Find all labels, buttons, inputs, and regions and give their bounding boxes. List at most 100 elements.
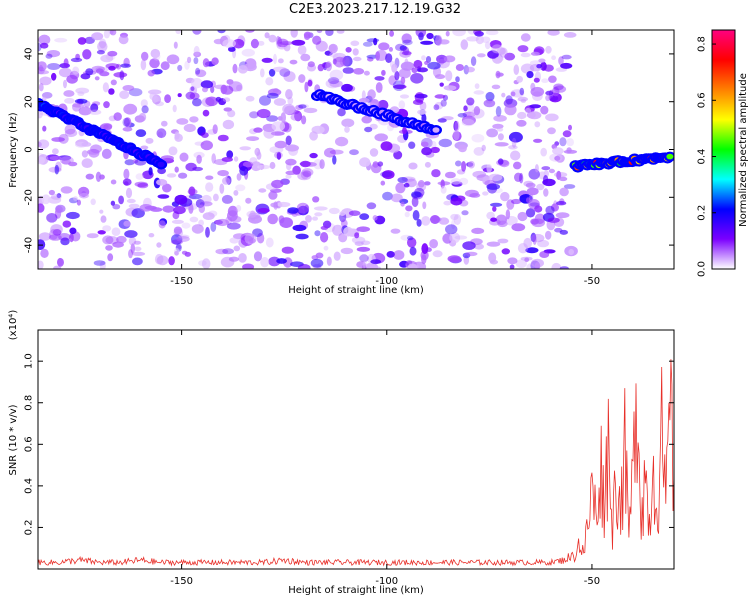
noise-blob bbox=[171, 239, 183, 245]
noise-blob bbox=[51, 72, 57, 81]
noise-blob bbox=[174, 166, 179, 173]
noise-blob bbox=[112, 204, 121, 210]
noise-blob bbox=[124, 159, 135, 166]
noise-blob bbox=[451, 219, 456, 230]
noise-blob bbox=[276, 151, 282, 160]
noise-blob bbox=[119, 90, 130, 99]
noise-blob bbox=[323, 245, 329, 251]
noise-blob bbox=[542, 178, 556, 187]
noise-blob bbox=[302, 170, 312, 178]
noise-blob bbox=[389, 30, 394, 37]
noise-blob bbox=[310, 258, 324, 268]
noise-blob bbox=[530, 86, 545, 97]
noise-blob bbox=[397, 177, 409, 183]
noise-blob bbox=[453, 120, 459, 132]
noise-blob bbox=[222, 39, 236, 48]
noise-blob bbox=[287, 96, 294, 105]
noise-blob bbox=[300, 160, 311, 168]
noise-blob bbox=[110, 179, 117, 185]
noise-blob bbox=[56, 193, 62, 199]
noise-blob bbox=[266, 115, 278, 122]
x-tick-label: -100 bbox=[375, 276, 398, 287]
noise-blob bbox=[123, 220, 131, 227]
noise-blob bbox=[380, 141, 393, 152]
noise-blob bbox=[195, 69, 207, 78]
noise-blob bbox=[312, 35, 322, 45]
noise-blob bbox=[258, 188, 267, 193]
noise-blob bbox=[285, 158, 297, 166]
noise-blob bbox=[366, 202, 377, 210]
noise-blob bbox=[202, 58, 210, 68]
noise-blob bbox=[213, 193, 219, 202]
noise-blob bbox=[349, 149, 359, 156]
noise-blob bbox=[221, 194, 233, 204]
noise-blob bbox=[285, 170, 297, 175]
noise-blob bbox=[122, 117, 130, 127]
noise-blob bbox=[513, 161, 522, 170]
noise-blob bbox=[490, 217, 497, 222]
noise-blob bbox=[475, 35, 484, 45]
noise-blob bbox=[158, 220, 166, 229]
noise-blob bbox=[69, 233, 74, 243]
noise-blob bbox=[107, 253, 114, 262]
noise-blob bbox=[529, 104, 542, 109]
noise-blob bbox=[560, 62, 573, 69]
noise-blob bbox=[320, 225, 329, 230]
noise-blob bbox=[54, 37, 68, 43]
noise-blob bbox=[200, 80, 214, 89]
noise-blob bbox=[102, 235, 114, 245]
noise-blob bbox=[536, 63, 543, 69]
noise-blob bbox=[460, 39, 469, 50]
noise-blob bbox=[120, 63, 131, 68]
noise-blob bbox=[541, 78, 549, 83]
noise-blob bbox=[134, 181, 148, 187]
noise-blob bbox=[336, 30, 345, 34]
noise-blob bbox=[563, 184, 576, 189]
noise-blob bbox=[353, 68, 365, 75]
noise-blob bbox=[226, 222, 241, 230]
noise-blob bbox=[494, 142, 509, 147]
noise-blob bbox=[196, 154, 202, 164]
noise-blob bbox=[177, 93, 182, 98]
noise-blob bbox=[516, 75, 523, 83]
noise-blob bbox=[558, 56, 564, 66]
noise-blob bbox=[122, 178, 132, 186]
noise-blob bbox=[519, 87, 525, 96]
noise-blob bbox=[97, 41, 108, 53]
noise-blob bbox=[98, 38, 107, 49]
noise-blob bbox=[402, 39, 413, 46]
noise-blob bbox=[497, 238, 509, 244]
noise-blob bbox=[38, 156, 45, 165]
spectrogram-noise bbox=[38, 30, 578, 269]
noise-blob bbox=[38, 83, 44, 92]
y-tick-label: 40 bbox=[24, 48, 35, 61]
y-tick-label: 20 bbox=[24, 95, 35, 108]
noise-blob bbox=[476, 53, 486, 58]
noise-blob bbox=[508, 145, 518, 150]
noise-blob bbox=[190, 86, 195, 91]
noise-blob bbox=[329, 149, 344, 155]
noise-blob bbox=[257, 40, 265, 46]
noise-blob bbox=[437, 118, 447, 123]
noise-blob bbox=[185, 162, 197, 172]
snr-x-label: Height of straight line (km) bbox=[288, 585, 424, 596]
noise-blob bbox=[173, 41, 178, 49]
noise-blob bbox=[246, 210, 257, 218]
noise-blob bbox=[38, 260, 44, 269]
noise-blob bbox=[361, 115, 373, 124]
noise-blob bbox=[102, 82, 109, 93]
noise-blob bbox=[278, 215, 285, 224]
noise-blob bbox=[212, 124, 218, 134]
noise-blob bbox=[444, 171, 456, 179]
noise-blob bbox=[453, 214, 462, 225]
noise-blob bbox=[183, 123, 196, 133]
y-tick-label: 0.2 bbox=[24, 519, 35, 535]
noise-blob bbox=[501, 248, 510, 255]
noise-blob bbox=[517, 243, 529, 254]
noise-blob bbox=[38, 70, 49, 75]
noise-blob bbox=[281, 246, 294, 254]
noise-blob bbox=[235, 204, 242, 212]
noise-blob bbox=[211, 57, 219, 65]
noise-blob bbox=[257, 208, 270, 213]
noise-blob bbox=[248, 214, 262, 224]
